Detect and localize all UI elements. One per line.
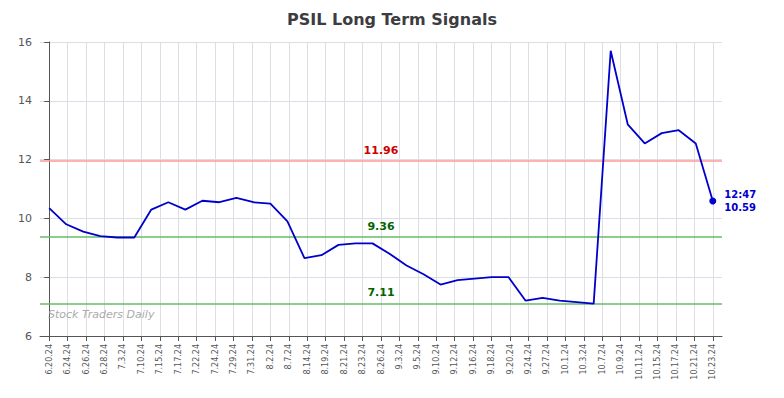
svg-text:Stock Traders Daily: Stock Traders Daily — [48, 308, 155, 321]
svg-text:PSIL Long Term Signals: PSIL Long Term Signals — [287, 10, 497, 29]
svg-text:9.20.24: 9.20.24 — [506, 344, 515, 375]
svg-text:11.96: 11.96 — [364, 144, 399, 157]
svg-text:6.26.24: 6.26.24 — [82, 344, 91, 375]
svg-text:16: 16 — [18, 36, 32, 49]
svg-text:10.15.24: 10.15.24 — [653, 344, 662, 380]
svg-text:7.22.24: 7.22.24 — [192, 344, 201, 375]
svg-text:10.59: 10.59 — [724, 202, 756, 213]
svg-text:8: 8 — [25, 271, 32, 284]
svg-text:7.10.24: 7.10.24 — [137, 344, 146, 375]
svg-text:8.23.24: 8.23.24 — [358, 344, 367, 375]
svg-text:9.16.24: 9.16.24 — [469, 344, 478, 375]
svg-text:9.3.24: 9.3.24 — [395, 344, 404, 369]
svg-text:12:47: 12:47 — [724, 189, 756, 200]
svg-text:12: 12 — [18, 153, 32, 166]
svg-text:9.36: 9.36 — [367, 220, 394, 233]
svg-text:10: 10 — [18, 212, 32, 225]
svg-text:10.21.24: 10.21.24 — [690, 344, 699, 380]
svg-text:7.17.24: 7.17.24 — [174, 344, 183, 375]
svg-text:7.11: 7.11 — [367, 286, 394, 299]
svg-text:9.18.24: 9.18.24 — [487, 344, 496, 375]
svg-text:10.9.24: 10.9.24 — [616, 344, 625, 375]
svg-text:6: 6 — [25, 330, 32, 343]
svg-text:9.24.24: 9.24.24 — [524, 344, 533, 375]
svg-text:10.1.24: 10.1.24 — [561, 344, 570, 375]
svg-text:7.29.24: 7.29.24 — [229, 344, 238, 375]
svg-text:8.21.24: 8.21.24 — [340, 344, 349, 375]
svg-text:6.28.24: 6.28.24 — [100, 344, 109, 375]
svg-text:8.7.24: 8.7.24 — [284, 344, 293, 369]
svg-text:14: 14 — [18, 94, 32, 107]
svg-text:9.12.24: 9.12.24 — [450, 344, 459, 375]
svg-text:10.23.24: 10.23.24 — [708, 344, 717, 380]
svg-text:6.24.24: 6.24.24 — [63, 344, 72, 375]
svg-text:8.2.24: 8.2.24 — [266, 344, 275, 369]
svg-text:8.14.24: 8.14.24 — [303, 344, 312, 375]
svg-text:6.20.24: 6.20.24 — [45, 344, 54, 375]
svg-text:10.7.24: 10.7.24 — [598, 344, 607, 375]
svg-text:8.19.24: 8.19.24 — [321, 344, 330, 375]
svg-text:7.31.24: 7.31.24 — [247, 344, 256, 375]
svg-text:9.10.24: 9.10.24 — [432, 344, 441, 375]
svg-text:7.3.24: 7.3.24 — [118, 344, 127, 369]
svg-text:10.3.24: 10.3.24 — [579, 344, 588, 375]
svg-text:9.5.24: 9.5.24 — [413, 344, 422, 369]
svg-text:7.15.24: 7.15.24 — [155, 344, 164, 375]
svg-text:10.11.24: 10.11.24 — [635, 344, 644, 380]
svg-text:8.26.24: 8.26.24 — [377, 344, 386, 375]
svg-text:9.27.24: 9.27.24 — [542, 344, 551, 375]
svg-text:7.24.24: 7.24.24 — [211, 344, 220, 375]
svg-text:10.17.24: 10.17.24 — [671, 344, 680, 380]
